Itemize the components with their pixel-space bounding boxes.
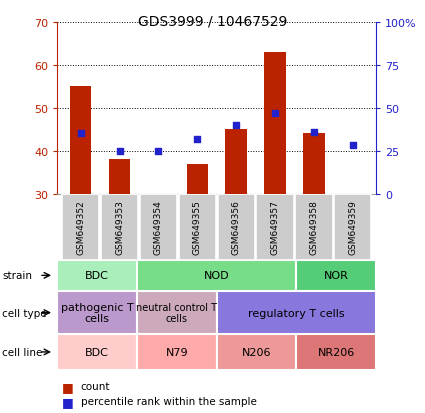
Point: [194, 136, 201, 142]
Bar: [57, 291, 137, 335]
Bar: [334, 194, 371, 260]
Point: [155, 148, 162, 154]
Text: NOR: NOR: [324, 271, 349, 281]
Text: GSM649352: GSM649352: [76, 200, 85, 254]
Text: strain: strain: [2, 271, 32, 281]
Text: percentile rank within the sample: percentile rank within the sample: [81, 396, 257, 406]
Bar: [187, 164, 208, 194]
Point: [311, 129, 317, 136]
Text: BDC: BDC: [85, 347, 109, 357]
Bar: [295, 194, 333, 260]
Bar: [109, 160, 130, 194]
Text: ■: ■: [62, 380, 74, 393]
Bar: [303, 134, 325, 194]
Bar: [226, 130, 247, 194]
Bar: [296, 260, 376, 291]
Bar: [140, 194, 177, 260]
Bar: [101, 194, 138, 260]
Bar: [137, 260, 296, 291]
Text: GSM649356: GSM649356: [232, 200, 241, 254]
Point: [233, 122, 240, 129]
Text: cell type: cell type: [2, 308, 47, 318]
Text: N206: N206: [242, 347, 271, 357]
Bar: [264, 53, 286, 194]
Text: count: count: [81, 381, 110, 391]
Point: [77, 131, 84, 138]
Bar: [62, 194, 99, 260]
Text: NR206: NR206: [317, 347, 355, 357]
Text: GSM649354: GSM649354: [154, 200, 163, 254]
Text: neutral control T
cells: neutral control T cells: [136, 302, 218, 324]
Text: GSM649353: GSM649353: [115, 200, 124, 254]
Text: GSM649357: GSM649357: [271, 200, 280, 254]
Bar: [137, 291, 217, 335]
Text: GSM649358: GSM649358: [309, 200, 318, 254]
Text: NOD: NOD: [204, 271, 230, 281]
Bar: [217, 291, 376, 335]
Text: regulatory T cells: regulatory T cells: [248, 308, 345, 318]
Text: pathogenic T
cells: pathogenic T cells: [61, 302, 133, 324]
Text: GDS3999 / 10467529: GDS3999 / 10467529: [138, 14, 287, 28]
Bar: [296, 335, 376, 370]
Bar: [137, 335, 217, 370]
Point: [349, 143, 356, 150]
Bar: [57, 335, 137, 370]
Bar: [217, 335, 296, 370]
Bar: [57, 260, 137, 291]
Bar: [218, 194, 255, 260]
Text: BDC: BDC: [85, 271, 109, 281]
Bar: [70, 87, 91, 194]
Bar: [178, 194, 216, 260]
Text: N79: N79: [166, 347, 188, 357]
Bar: [256, 194, 294, 260]
Point: [116, 148, 123, 154]
Text: ■: ■: [62, 395, 74, 408]
Point: [272, 110, 278, 117]
Text: GSM649355: GSM649355: [193, 200, 202, 254]
Text: cell line: cell line: [2, 347, 42, 357]
Text: GSM649359: GSM649359: [348, 200, 357, 254]
